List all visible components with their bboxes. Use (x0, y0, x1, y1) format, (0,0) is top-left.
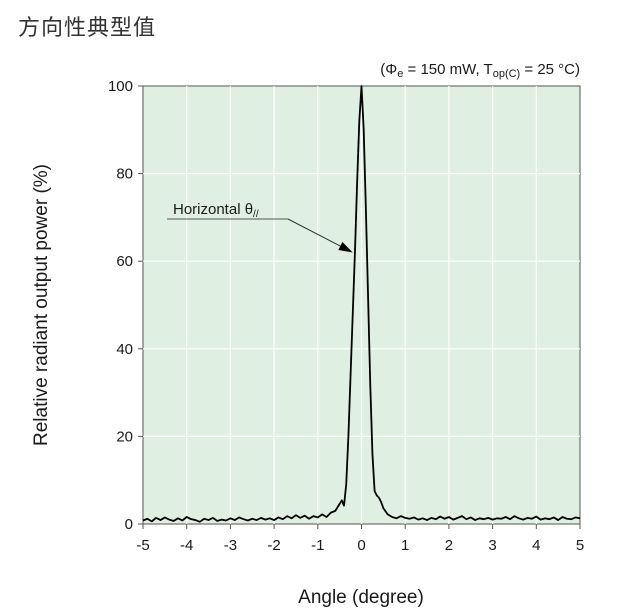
x-axis-label: Angle (degree) (298, 587, 424, 608)
x-tick-label: -1 (311, 537, 324, 554)
annotation-text: Horizontal θ (173, 201, 253, 218)
y-tick-label: 40 (116, 341, 133, 358)
x-tick-label: 5 (576, 537, 584, 554)
y-tick-label: 20 (116, 428, 133, 445)
x-tick-label: 0 (357, 537, 365, 554)
x-tick-label: -5 (136, 537, 149, 554)
conditions-temp-value: = 25 °C) (520, 61, 580, 78)
conditions-open: ( (380, 61, 385, 78)
tick-labels: -5 -4 -3 -2 -1 0 1 2 3 4 5 0 20 40 60 80 100 (108, 78, 584, 554)
y-tick-label: 100 (108, 78, 133, 95)
y-tick-label: 0 (125, 516, 133, 533)
grid (143, 86, 580, 524)
x-tick-label: 1 (401, 537, 409, 554)
y-tick-label: 60 (116, 253, 133, 270)
x-tick-label: 3 (488, 537, 496, 554)
annotation-arrow-line (287, 218, 341, 247)
annotation-sub: // (253, 209, 259, 220)
x-tick-label: -2 (267, 537, 280, 554)
annotation-label: Horizontal θ// (173, 201, 259, 220)
page-title: 方向性典型值 (18, 16, 157, 41)
x-tick-label: -3 (224, 537, 237, 554)
chart-conditions: (Φe = 150 mW, Top(C) = 25 °C) (380, 61, 580, 80)
y-tick-label: 80 (116, 166, 133, 183)
conditions-temp-sub: op(C) (493, 68, 521, 80)
annotation: Horizontal θ// (167, 201, 353, 253)
annotation-arrowhead (338, 242, 353, 253)
x-tick-label: -4 (180, 537, 193, 554)
series-line-horizontal (142, 85, 581, 523)
conditions-phi: Φ (385, 61, 397, 78)
x-tick-label: 4 (532, 537, 540, 554)
x-tick-label: 2 (445, 537, 453, 554)
y-axis-label: Relative radiant output power (%) (31, 164, 52, 446)
conditions-phi-value: = 150 mW, T (403, 61, 492, 78)
conditions-phi-sub: e (397, 68, 403, 80)
